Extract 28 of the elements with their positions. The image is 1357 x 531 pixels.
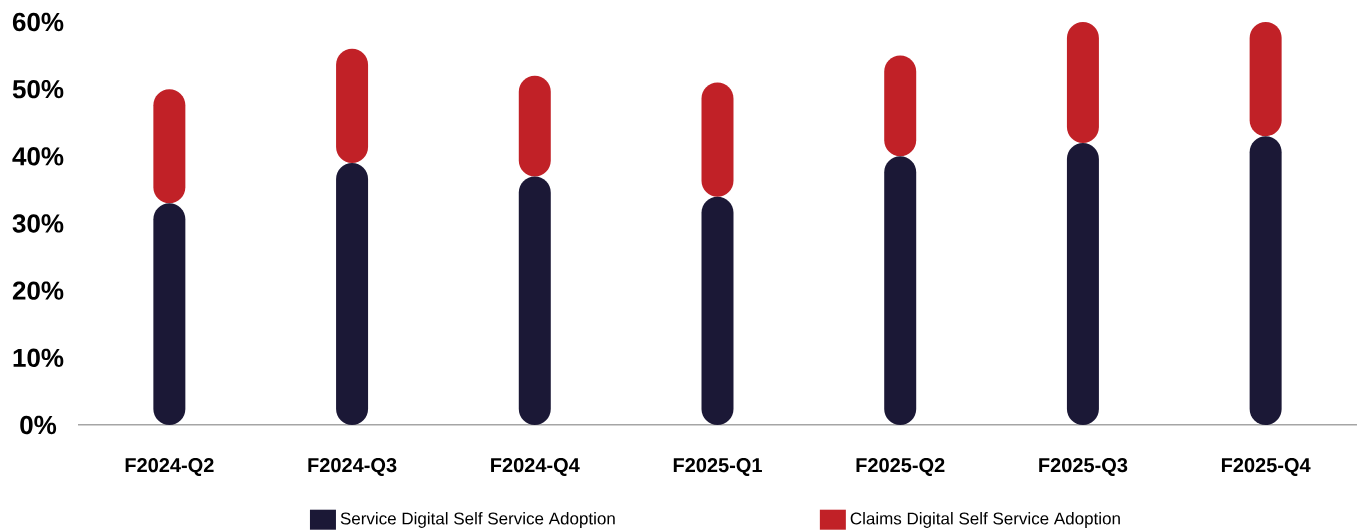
- y-tick-label: 20%: [12, 281, 64, 300]
- x-tick-label: F2025-Q1: [673, 458, 762, 476]
- y-tick-label: 10%: [13, 348, 64, 368]
- x-tick-label: F2025-Q3: [1039, 458, 1128, 476]
- bar: [884, 156, 917, 425]
- bar: [518, 176, 551, 425]
- y-tick-label: 60%: [12, 12, 64, 32]
- y-tick-label: 40%: [12, 147, 64, 166]
- x-tick-label: F2024-Q4: [491, 458, 580, 476]
- x-tick-label: F2025-Q2: [856, 458, 945, 476]
- y-tick-label: 50%: [12, 79, 64, 99]
- bar: [336, 163, 369, 425]
- bar: [1249, 22, 1282, 137]
- legend-label: Service Digital Self Service Adoption: [340, 512, 615, 528]
- bar: [153, 89, 186, 204]
- x-tick-label: F2024-Q2: [125, 458, 214, 476]
- x-tick-label: F2024-Q3: [308, 458, 397, 476]
- bar: [1066, 22, 1099, 143]
- y-tick-label: 0%: [20, 415, 57, 435]
- bar: [701, 82, 734, 197]
- bar: [1249, 136, 1282, 425]
- bar: [1066, 142, 1099, 425]
- bar: [336, 48, 369, 164]
- x-tick-label: F2025-Q4: [1221, 458, 1311, 476]
- legend-label: Claims Digital Self Service Adoption: [850, 512, 1120, 528]
- bar: [701, 196, 734, 425]
- bar: [153, 203, 186, 425]
- y-tick-label: 30%: [12, 214, 64, 233]
